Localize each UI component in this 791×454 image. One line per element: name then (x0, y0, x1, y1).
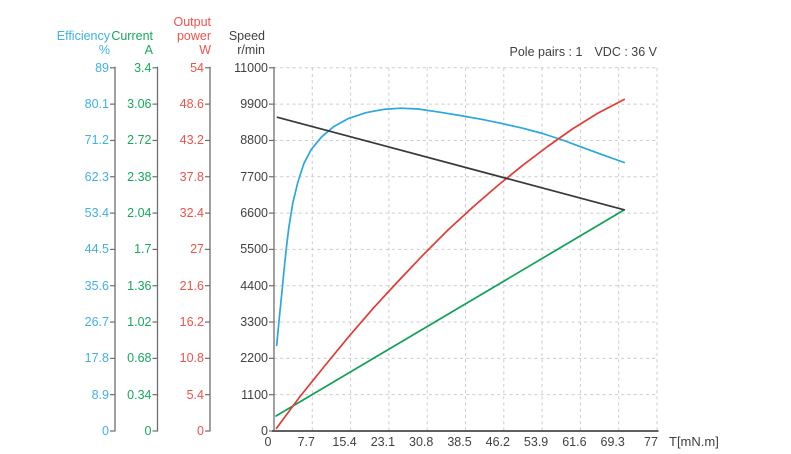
x-tick-label: 46.2 (485, 435, 510, 449)
output-power-axis-unit: W (199, 43, 211, 57)
current-axis-header: Current A (111, 29, 153, 57)
current-tick-label: 0.68 (127, 351, 152, 366)
current-tick-label: 1.02 (127, 315, 152, 330)
current-tick-label: 2.38 (127, 169, 152, 184)
efficiency-tick-label: 80.1 (84, 97, 109, 112)
output-power-axis-header: Output power W (173, 15, 211, 57)
current-axis-unit: A (144, 43, 153, 57)
efficiency-tick-label: 8.9 (91, 387, 109, 402)
x-axis-unit-label: T[mN.m] (669, 434, 719, 449)
output-power-tick-label: 0 (197, 424, 204, 438)
current-tick-label: 0.34 (127, 387, 152, 402)
efficiency-tick-label: 26.7 (84, 315, 109, 330)
speed-tick-label: 1100 (241, 387, 268, 402)
speed-tick-label: 4400 (240, 278, 268, 293)
x-tick-label: 15.4 (332, 435, 357, 449)
speed-axis-title: Speed (228, 29, 265, 43)
efficiency-tick-label: 71.2 (84, 133, 109, 148)
current-curve (275, 209, 626, 417)
output-power-tick-label: 21.6 (179, 278, 204, 293)
output-power-tick-label: 16.2 (179, 315, 204, 330)
x-tick-label: 7.7 (297, 435, 315, 449)
x-tick-label: 61.6 (562, 435, 587, 449)
output-power-axis-title-line1: Output (173, 15, 211, 29)
efficiency-tick-label: 53.4 (84, 206, 109, 221)
x-tick-label: 77 (644, 435, 658, 449)
output-power-tick-label: 32.4 (179, 206, 204, 221)
efficiency-tick-label: 62.3 (84, 169, 109, 184)
x-tick-label: 23.1 (370, 435, 396, 449)
efficiency-tick-label: 89 (95, 60, 109, 75)
current-tick-label: 1.7 (134, 242, 152, 257)
x-tick-label: 30.8 (409, 435, 434, 449)
efficiency-axis-unit: % (98, 43, 110, 57)
efficiency-tick-label: 35.6 (84, 278, 109, 293)
efficiency-axis-title: Efficiency (56, 29, 110, 43)
current-tick-label: 2.72 (127, 133, 152, 148)
current-axis-title: Current (111, 29, 153, 43)
speed-tick-label: 11000 (234, 60, 268, 75)
output-power-axis-title-line2: power (176, 29, 211, 43)
output-power-curve (275, 98, 626, 430)
speed-tick-label: 7700 (240, 169, 268, 184)
current-tick-label: 2.04 (127, 206, 152, 221)
efficiency-tick-label: 0 (102, 424, 109, 438)
speed-axis-unit: r/min (237, 43, 265, 57)
speed-tick-label: 8800 (240, 133, 268, 148)
x-tick-label: 38.5 (447, 435, 472, 449)
output-power-tick-label: 43.2 (179, 133, 204, 148)
speed-tick-label: 0 (261, 424, 268, 438)
output-power-tick-label: 5.4 (186, 387, 204, 402)
efficiency-tick-label: 17.8 (84, 351, 109, 366)
current-tick-label: 0 (144, 424, 152, 438)
current-tick-label: 3.4 (134, 60, 152, 75)
speed-tick-label: 5500 (240, 242, 268, 257)
speed-curve (276, 116, 626, 211)
efficiency-curve (275, 107, 626, 347)
x-tick-label: 0 (264, 435, 272, 449)
speed-tick-label: 9900 (240, 97, 268, 112)
efficiency-tick-label: 44.5 (84, 242, 109, 257)
output-power-tick-label: 37.8 (179, 169, 204, 184)
output-power-tick-label: 10.8 (179, 351, 204, 366)
x-tick-label: 53.9 (523, 435, 549, 449)
speed-tick-label: 6600 (240, 206, 268, 221)
speed-tick-label: 3300 (240, 315, 268, 330)
output-power-tick-label: 27 (190, 242, 204, 257)
speed-tick-label: 2200 (240, 351, 268, 366)
current-tick-label: 3.06 (127, 97, 152, 112)
pole-pairs-label: Pole pairs : 1 (509, 45, 583, 59)
speed-axis-header: Speed r/min (229, 29, 265, 57)
efficiency-axis-header: Efficiency % (57, 29, 110, 57)
output-power-tick-label: 48.6 (179, 97, 204, 112)
output-power-tick-label: 54 (190, 60, 204, 75)
current-tick-label: 1.36 (127, 278, 152, 293)
chart-annotation: Pole pairs : 1 VDC : 36 V (510, 45, 658, 59)
vdc-label: VDC : 36 V (594, 45, 657, 59)
x-tick-label: 69.3 (600, 435, 625, 449)
